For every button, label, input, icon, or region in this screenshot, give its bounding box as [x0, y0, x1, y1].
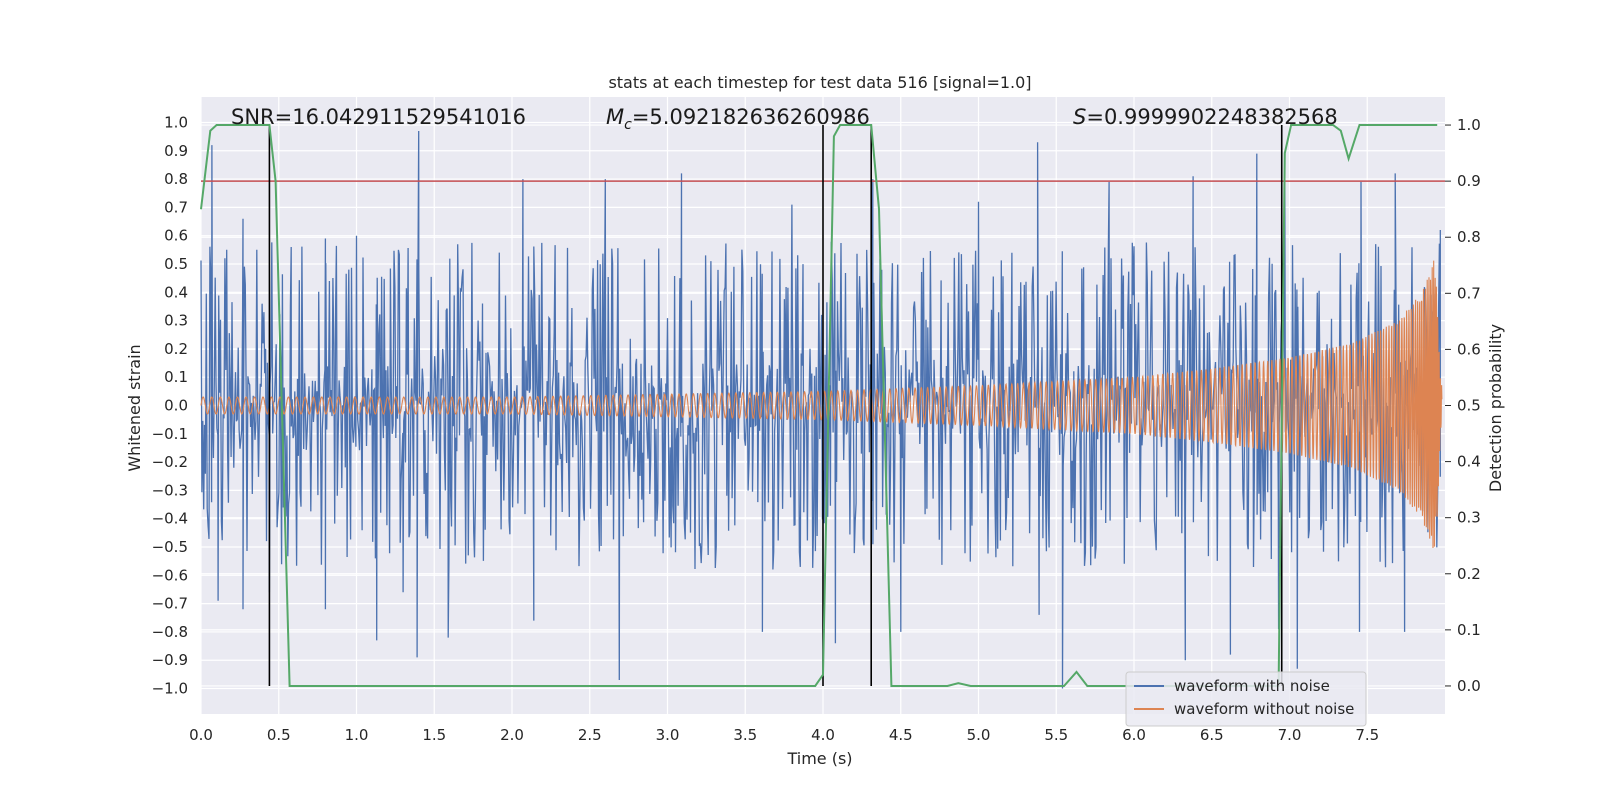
y-tick-label: 0.6 — [164, 227, 188, 245]
y-tick-label: −0.2 — [152, 453, 188, 471]
x-tick-label: 5.5 — [1044, 726, 1068, 744]
y-axis-label: Whitened strain — [125, 344, 144, 471]
x-tick-label: 3.5 — [733, 726, 757, 744]
y2-tick-label: 0.5 — [1457, 397, 1481, 415]
x-tick-label: 5.0 — [967, 726, 991, 744]
y2-tick-label: 1.0 — [1457, 116, 1481, 134]
x-tick-label: 4.5 — [889, 726, 913, 744]
legend-box — [1125, 671, 1367, 727]
y-tick-label: 0.2 — [164, 340, 188, 358]
score-annotation: S=0.9999902248382568 — [1073, 105, 1338, 129]
s-value: =0.9999902248382568 — [1086, 105, 1337, 129]
y-tick-label: 0.3 — [164, 312, 188, 330]
y-tick-label: −0.8 — [152, 623, 188, 641]
y2-tick-label: 0.1 — [1457, 621, 1481, 639]
x-tick-label: 7.0 — [1278, 726, 1302, 744]
series-waveform-without-noise — [200, 260, 1443, 549]
y-tick-label: −0.9 — [152, 651, 188, 669]
mc-subscript: c — [624, 117, 632, 133]
y2-tick-label: 0.0 — [1457, 677, 1481, 695]
y2-tick-label: 0.9 — [1457, 172, 1481, 190]
series-detection-probability — [200, 124, 1438, 687]
chirp-mass-annotation: Mc=5.092182636260986 — [606, 105, 870, 133]
series-waveform-with-noise — [200, 130, 1441, 689]
y-tick-label: 0.8 — [164, 170, 188, 188]
y-tick-label: 0.0 — [164, 397, 188, 415]
y-tick-label: −0.3 — [152, 481, 188, 499]
x-tick-label: 3.0 — [656, 726, 680, 744]
x-axis-label: Time (s) — [786, 749, 852, 768]
legend: waveform with noise waveform without noi… — [1125, 671, 1367, 727]
y-tick-label: −0.1 — [152, 425, 188, 443]
y-tick-label: −1.0 — [152, 680, 188, 698]
x-tick-label: 2.5 — [578, 726, 602, 744]
y-tick-label: −0.5 — [152, 538, 188, 556]
x-tick-label: 2.0 — [500, 726, 524, 744]
legend-label-clean: waveform without noise — [1174, 700, 1354, 718]
x-tick-label: 0.0 — [189, 726, 213, 744]
y2-tick-label: 0.6 — [1457, 340, 1481, 358]
y-tick-label: −0.7 — [152, 595, 188, 613]
s-symbol: S — [1073, 105, 1086, 129]
y2-tick-label: 0.4 — [1457, 453, 1481, 471]
y-tick-label: 0.9 — [164, 142, 188, 160]
x-tick-label: 6.0 — [1122, 726, 1146, 744]
mc-symbol: M — [606, 105, 624, 129]
y2-tick-label: 0.8 — [1457, 228, 1481, 246]
y-tick-label: −0.6 — [152, 566, 188, 584]
x-tick-label: 1.0 — [345, 726, 369, 744]
x-tick-label: 0.5 — [267, 726, 291, 744]
y2-tick-label: 0.7 — [1457, 284, 1481, 302]
x-tick-label: 4.0 — [811, 726, 835, 744]
y2-tick-label: 0.2 — [1457, 565, 1481, 583]
y-tick-label: −0.4 — [152, 510, 188, 528]
y2-tick-label: 0.3 — [1457, 509, 1481, 527]
y2-axis-label: Detection probability — [1486, 324, 1505, 492]
x-tick-label: 7.5 — [1355, 726, 1379, 744]
snr-annotation: SNR=16.042911529541016 — [231, 105, 526, 129]
legend-label-noisy: waveform with noise — [1174, 677, 1330, 695]
mc-value: =5.092182636260986 — [632, 105, 870, 129]
chart-title: stats at each timestep for test data 516… — [608, 73, 1031, 92]
y-tick-label: 0.4 — [164, 283, 188, 301]
y-tick-label: 0.1 — [164, 368, 188, 386]
y-tick-label: 1.0 — [164, 113, 188, 131]
plot-layer — [200, 124, 1445, 689]
y-tick-label: 0.5 — [164, 255, 188, 273]
x-tick-label: 6.5 — [1200, 726, 1224, 744]
y-tick-label: 0.7 — [164, 198, 188, 216]
tick-labels: 0.0 0.5 1.0 1.5 2.0 2.5 3.0 3.5 4.0 4.5 5.0 5.5 6.0 6… — [152, 113, 1481, 744]
x-tick-label: 1.5 — [422, 726, 446, 744]
